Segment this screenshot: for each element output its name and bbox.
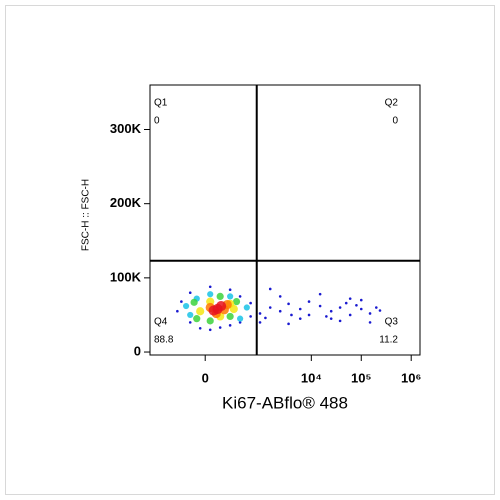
data-point xyxy=(258,312,262,315)
data-point xyxy=(338,319,342,323)
data-point xyxy=(278,309,282,313)
y-axis-label: FSC-H :: FSC-H xyxy=(81,179,92,251)
data-point xyxy=(196,307,205,316)
quadrant-percent: 88.8 xyxy=(154,335,174,346)
data-point xyxy=(198,326,202,330)
data-point xyxy=(338,306,342,309)
data-point xyxy=(368,312,372,315)
data-point xyxy=(208,328,212,332)
data-point xyxy=(344,301,348,305)
data-point xyxy=(348,297,352,300)
data-point xyxy=(264,316,267,320)
data-point xyxy=(290,313,293,317)
data-point xyxy=(215,300,227,312)
data-point xyxy=(258,321,262,324)
data-point xyxy=(355,304,358,307)
data-point xyxy=(268,306,272,309)
quadrant-name: Q2 xyxy=(385,98,399,109)
data-point xyxy=(318,292,322,296)
quadrant-name: Q3 xyxy=(385,317,399,328)
x-tick-label: 0 xyxy=(202,370,209,385)
data-point xyxy=(207,291,214,298)
data-point xyxy=(249,301,252,305)
quadrant-percent: 11.2 xyxy=(379,335,398,346)
data-point xyxy=(228,324,232,327)
data-point xyxy=(208,285,212,289)
y-tick-label: 100K xyxy=(110,269,142,284)
quadrant-percent: 0 xyxy=(392,116,398,127)
data-point xyxy=(218,326,222,329)
x-axis-label: Ki67-ABflo® 488 xyxy=(222,393,348,412)
data-point xyxy=(176,309,179,313)
data-point xyxy=(278,295,282,298)
data-point xyxy=(268,287,272,291)
data-point xyxy=(232,297,241,306)
data-point xyxy=(227,293,234,300)
data-point xyxy=(228,288,232,292)
data-point xyxy=(188,291,192,294)
data-point xyxy=(359,307,363,311)
y-tick-label: 300K xyxy=(110,121,142,136)
data-point xyxy=(307,313,311,317)
data-point xyxy=(368,321,372,324)
data-point xyxy=(298,307,302,311)
x-tick-label: 10⁴ xyxy=(301,370,322,385)
data-point xyxy=(208,305,219,316)
data-point xyxy=(325,315,328,318)
quadrant-percent: 0 xyxy=(154,116,160,127)
data-point xyxy=(182,302,190,310)
data-point xyxy=(287,322,290,326)
data-point xyxy=(206,317,214,325)
data-point xyxy=(188,321,192,324)
data-point xyxy=(226,312,234,321)
data-point xyxy=(374,306,378,309)
x-tick-label: 10⁵ xyxy=(351,370,372,385)
data-point xyxy=(329,309,333,313)
data-point xyxy=(359,298,363,302)
data-point xyxy=(378,309,382,312)
data-point xyxy=(237,315,244,322)
data-point xyxy=(229,304,238,314)
plot-area xyxy=(149,84,421,356)
data-point xyxy=(216,292,224,301)
data-point xyxy=(287,302,290,306)
data-point xyxy=(180,300,183,303)
data-point xyxy=(238,295,242,298)
y-tick-label: 0 xyxy=(134,343,141,358)
data-point xyxy=(190,298,198,306)
data-point xyxy=(307,300,311,303)
data-point xyxy=(238,321,242,324)
quadrant-name: Q4 xyxy=(154,317,168,328)
data-point xyxy=(348,313,352,317)
quadrant-name: Q1 xyxy=(154,98,168,109)
x-tick-label: 10⁶ xyxy=(401,370,421,385)
data-point xyxy=(187,311,194,319)
data-point xyxy=(249,315,252,318)
y-tick-label: 200K xyxy=(110,195,142,210)
data-point xyxy=(329,317,333,320)
data-point xyxy=(243,304,250,311)
data-point xyxy=(298,317,302,320)
data-point xyxy=(318,304,322,308)
data-point xyxy=(193,315,201,323)
